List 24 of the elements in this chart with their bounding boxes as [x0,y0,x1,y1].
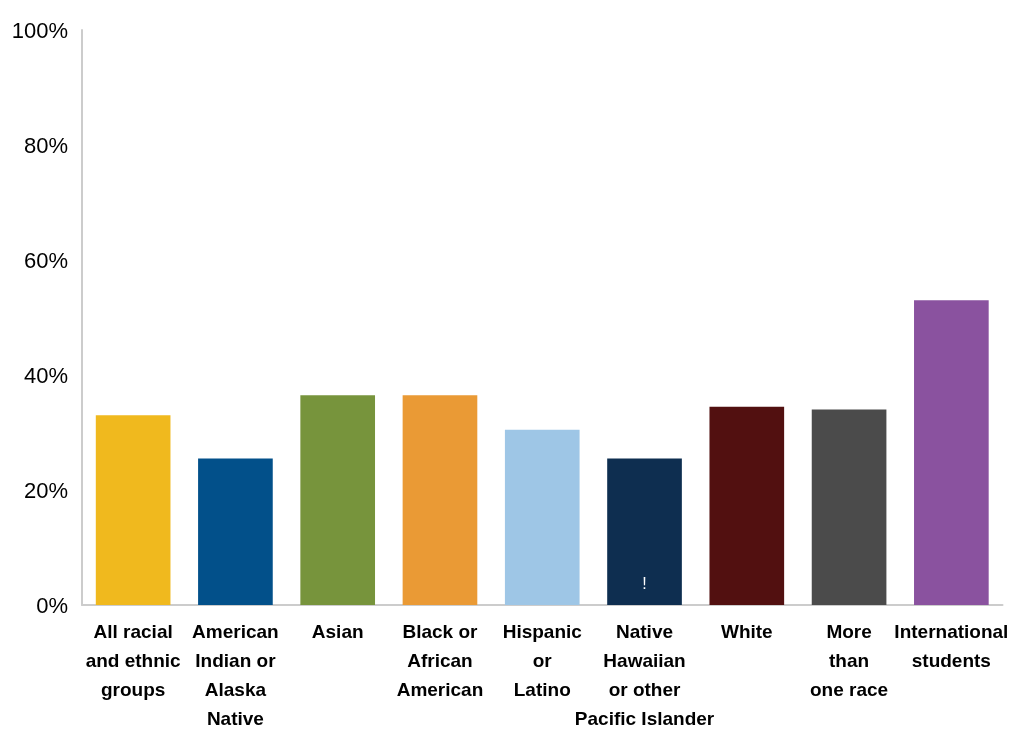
bar [198,458,273,605]
bar [402,395,478,605]
y-tick-label: 60% [23,247,68,273]
x-tick-label: Hispanic or Latino [502,621,583,700]
y-tick-label: 80% [23,132,68,158]
y-tick-label: 0% [36,592,68,618]
x-tick-label: More than one race [810,621,889,700]
x-tick-label: American Indian or Alaska Native [192,621,279,729]
bar [95,415,171,605]
x-tick-label: All racial and ethnic groups [85,621,182,700]
y-tick-label: 20% [23,477,68,503]
y-tick-label: 100% [11,17,68,43]
x-tick-label: Black or African American [396,621,484,700]
bar [914,300,989,605]
bar [607,458,682,605]
x-tick-label: Asian [311,621,364,642]
bar [811,409,887,605]
annotation: ! [642,574,647,592]
bar [300,395,376,605]
bar [504,429,580,605]
x-tick-label: International students [894,621,1009,671]
y-tick-label: 40% [23,362,68,388]
x-tick-label: White [720,621,773,642]
bar [709,406,785,605]
